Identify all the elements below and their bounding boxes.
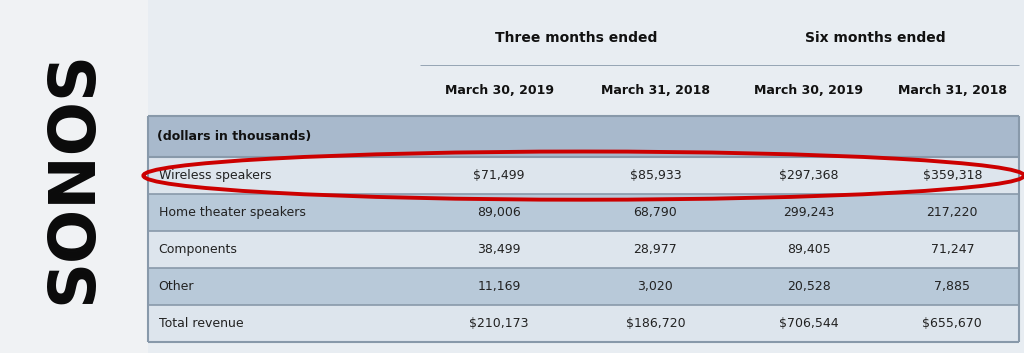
Text: Other: Other bbox=[159, 280, 195, 293]
Text: 3,020: 3,020 bbox=[638, 280, 673, 293]
Text: $706,544: $706,544 bbox=[779, 317, 839, 330]
Text: March 30, 2019: March 30, 2019 bbox=[755, 84, 863, 97]
Text: March 31, 2018: March 31, 2018 bbox=[898, 84, 1007, 97]
Text: $210,173: $210,173 bbox=[469, 317, 529, 330]
Text: $71,499: $71,499 bbox=[473, 169, 525, 182]
Text: 11,169: 11,169 bbox=[477, 280, 521, 293]
Text: $186,720: $186,720 bbox=[626, 317, 685, 330]
Text: 7,885: 7,885 bbox=[934, 280, 971, 293]
Text: (dollars in thousands): (dollars in thousands) bbox=[157, 130, 311, 143]
Text: 89,006: 89,006 bbox=[477, 206, 521, 219]
Text: 38,499: 38,499 bbox=[477, 243, 521, 256]
Text: March 31, 2018: March 31, 2018 bbox=[601, 84, 710, 97]
Text: 71,247: 71,247 bbox=[931, 243, 974, 256]
Text: $655,670: $655,670 bbox=[923, 317, 982, 330]
Text: Total revenue: Total revenue bbox=[159, 317, 244, 330]
Text: Home theater speakers: Home theater speakers bbox=[159, 206, 305, 219]
Text: Components: Components bbox=[159, 243, 238, 256]
Text: $359,318: $359,318 bbox=[923, 169, 982, 182]
Text: 20,528: 20,528 bbox=[787, 280, 830, 293]
Text: Three months ended: Three months ended bbox=[495, 31, 657, 45]
Text: 28,977: 28,977 bbox=[634, 243, 677, 256]
Text: Wireless speakers: Wireless speakers bbox=[159, 169, 271, 182]
Text: 89,405: 89,405 bbox=[787, 243, 830, 256]
Text: 217,220: 217,220 bbox=[927, 206, 978, 219]
Text: Six months ended: Six months ended bbox=[805, 31, 946, 45]
Text: 299,243: 299,243 bbox=[783, 206, 835, 219]
Text: $297,368: $297,368 bbox=[779, 169, 839, 182]
Text: March 30, 2019: March 30, 2019 bbox=[444, 84, 554, 97]
Text: 68,790: 68,790 bbox=[634, 206, 677, 219]
Text: SONOS: SONOS bbox=[43, 49, 104, 304]
Text: $85,933: $85,933 bbox=[630, 169, 681, 182]
